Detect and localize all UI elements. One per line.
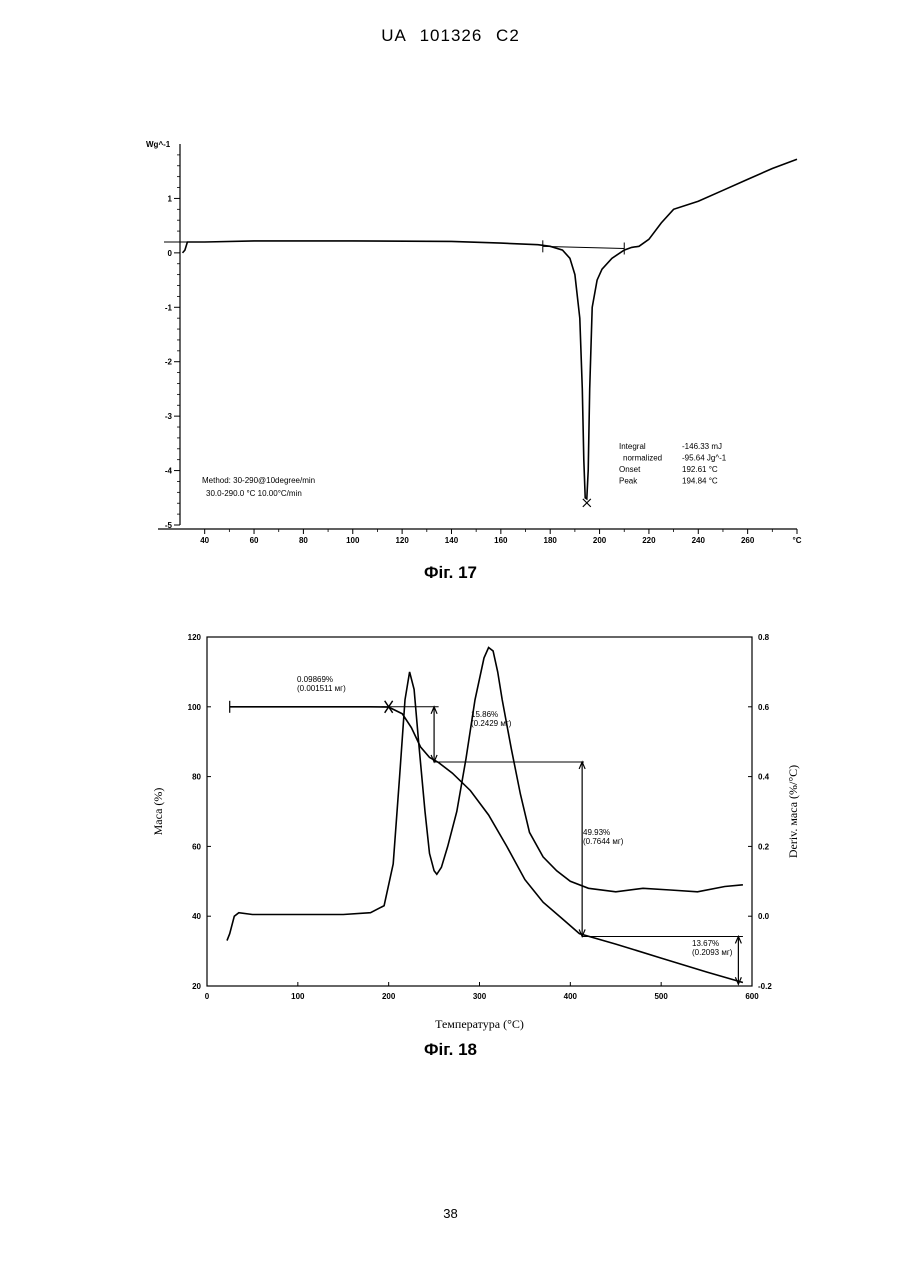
page-number: 38 [0,1206,901,1221]
x-tick-label: °C [793,536,802,545]
result-label: Onset [619,465,641,474]
y-tick-label: -2 [165,358,173,367]
x-tick-label: 500 [654,992,668,1001]
y2-tick-label: 0.4 [758,773,770,782]
x-tick-label: 200 [382,992,396,1001]
y2-axis-label: Deriv. маса (%/°C) [786,765,800,858]
y2-tick-label: 0.8 [758,633,770,642]
y-tick-label: 60 [192,842,201,851]
x-tick-label: 220 [642,536,656,545]
x-tick-label: 140 [445,536,459,545]
method-text-line-1: Method: 30-290@10degree/min [202,476,315,485]
mass-loss-annotation: (0.7644 мг) [583,837,624,846]
y-tick-label: -5 [165,521,173,530]
y2-tick-label: 0.0 [758,912,770,921]
x-tick-label: 160 [494,536,508,545]
y-tick-label: 80 [192,773,201,782]
y-tick-label: 120 [188,633,202,642]
figure-17-caption: Фіг. 17 [0,563,901,583]
y-axis-label: Маса (%) [151,788,165,836]
x-tick-label: 100 [291,992,305,1001]
x-tick-label: 0 [205,992,210,1001]
y2-tick-label: -0.2 [758,982,772,991]
result-value: -95.64 Jg^-1 [682,454,727,463]
y-tick-label: -4 [165,467,173,476]
y-tick-label: -3 [165,412,173,421]
x-tick-label: 200 [593,536,607,545]
figure-17-dsc-chart: 1 0 -1 -2 -3 -4 -5 Wg^-1 40 60 80 100 120 140 160 180 20… [0,0,901,560]
peak-marker [583,499,591,507]
x-tick-label: 60 [250,536,259,545]
result-value: 192.61 °C [682,465,718,474]
mass-loss-annotation: 13.67% [692,939,719,948]
x-tick-label: 300 [473,992,487,1001]
x-tick-label: 180 [544,536,558,545]
y-tick-label: 1 [168,194,173,203]
x-tick-label: 80 [299,536,308,545]
x-tick-label: 120 [395,536,409,545]
result-value: 194.84 °C [682,477,718,486]
result-value: -146.33 mJ [682,442,722,451]
mass-loss-annotation: (0.2429 мг) [471,719,512,728]
y2-tick-label: 0.2 [758,842,770,851]
x-axis-label: Температура (°C) [435,1017,524,1031]
y-tick-label: -1 [165,303,173,312]
y-tick-label: 100 [188,703,202,712]
mass-loss-annotation: (0.2093 мг) [692,948,733,957]
y2-tick-label: 0.6 [758,703,770,712]
x-tick-label: 260 [741,536,755,545]
result-label: Integral [619,442,646,451]
figure-18-caption: Фіг. 18 [0,1040,901,1060]
x-tick-label: 600 [745,992,759,1001]
x-tick-label: 100 [346,536,360,545]
mass-curve [230,707,743,983]
x-tick-label: 400 [564,992,578,1001]
x-tick-label: 240 [692,536,706,545]
result-label: normalized [623,454,662,463]
y-tick-label: 20 [192,982,201,991]
y-axis-label: Wg^-1 [146,140,171,149]
mass-loss-annotation: 15.86% [471,710,498,719]
x-tick-label: 40 [200,536,209,545]
mass-loss-annotation: 0.09869% [297,675,333,684]
method-text-line-2: 30.0-290.0 °C 10.00°C/min [206,489,302,498]
result-label: Peak [619,477,638,486]
plot-frame [207,637,752,986]
mass-loss-annotation: 49.93% [583,828,610,837]
y-tick-label: 0 [168,249,173,258]
mass-loss-annotation: (0.001511 мг) [297,684,346,693]
figure-18-tga-chart: 120 100 80 60 40 20 0.8 0.6 0.4 0.2 0.0 -0.2 0 100 200… [0,600,901,1060]
y-tick-label: 40 [192,912,201,921]
